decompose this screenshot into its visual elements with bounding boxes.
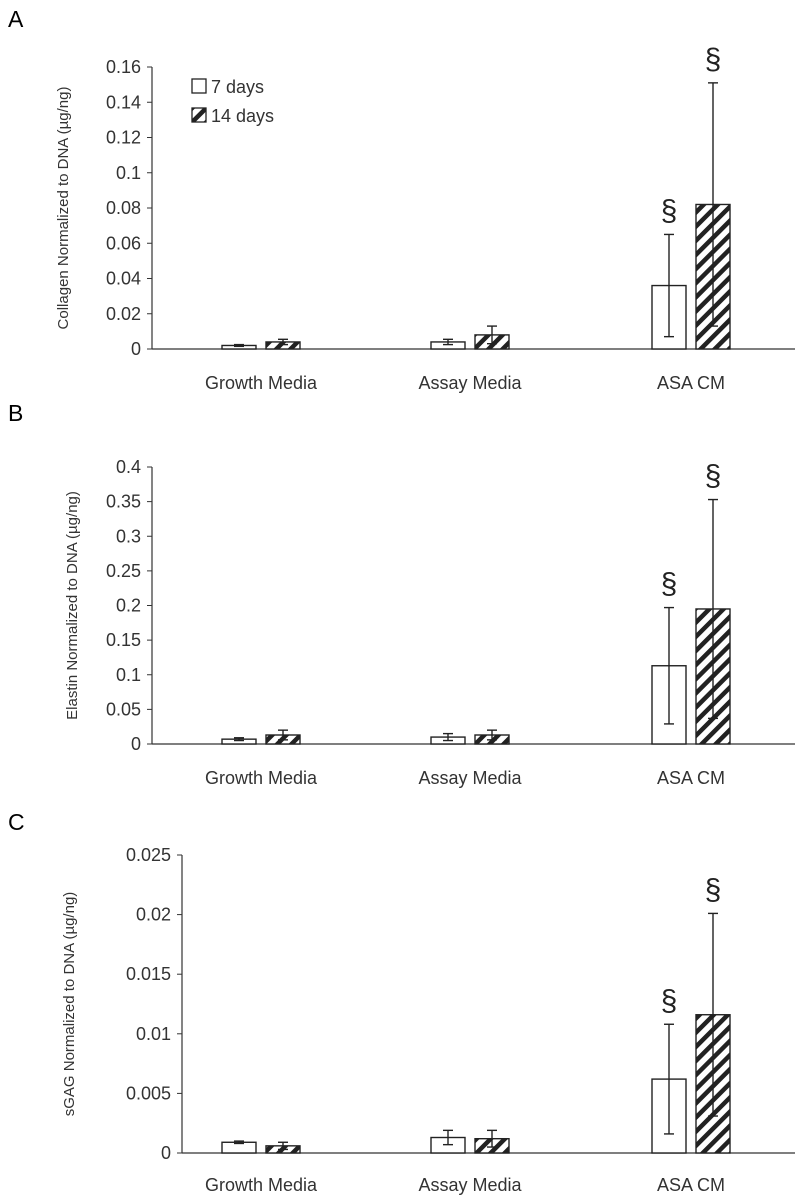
y-axis-label: Collagen Normalized to DNA (µg/ng) (55, 87, 72, 330)
significance-mark: § (705, 43, 722, 76)
significance-mark: § (705, 873, 722, 906)
y-tick-label: 0.12 (106, 128, 141, 148)
y-tick-label: 0.2 (116, 596, 141, 616)
category-label: ASA CM (657, 373, 725, 393)
y-tick-label: 0.3 (116, 526, 141, 546)
chart-panel-c: C 0 0.005 0.01 0.015 0.02 0.025 sGAG Normalized… (8, 809, 795, 1195)
legend-label: 14 days (211, 106, 274, 126)
y-tick-label: 0.4 (116, 457, 141, 477)
category-label: ASA CM (657, 1175, 725, 1195)
y-tick-label: 0.04 (106, 269, 141, 289)
category-label: Assay Media (418, 373, 522, 393)
y-tick-label: 0.01 (136, 1024, 171, 1044)
y-tick-label: 0.25 (106, 561, 141, 581)
legend-swatch-7-days (191, 78, 207, 94)
y-tick-label: 0.005 (126, 1083, 171, 1103)
significance-mark: § (661, 568, 678, 601)
y-tick-label: 0.14 (106, 92, 141, 112)
y-tick-label: 0.02 (136, 905, 171, 925)
category-label: Assay Media (418, 1175, 522, 1195)
y-tick-label: 0.1 (116, 665, 141, 685)
panels: A 0 0.02 0.04 0.06 0.08 0.1 0.12 0.14 0.16 Collage… (8, 6, 795, 1195)
panel-letter: B (8, 400, 23, 426)
y-tick-label: 0 (131, 734, 141, 754)
y-tick-label: 0.015 (126, 964, 171, 984)
y-tick-label: 0 (131, 339, 141, 359)
category-label: Growth Media (205, 1175, 318, 1195)
category-label: ASA CM (657, 768, 725, 788)
panel-letter: C (8, 809, 25, 835)
y-tick-label: 0.05 (106, 699, 141, 719)
y-tick-label: 0.06 (106, 233, 141, 253)
significance-mark: § (661, 194, 678, 227)
y-axis-label: Elastin Normalized to DNA (µg/ng) (64, 491, 81, 720)
y-axis-label: sGAG Normalized to DNA (µg/ng) (61, 892, 78, 1117)
category-label: Growth Media (205, 373, 318, 393)
y-tick-label: 0.15 (106, 630, 141, 650)
y-tick-label: 0.35 (106, 492, 141, 512)
significance-mark: § (661, 984, 678, 1017)
y-tick-label: 0.02 (106, 304, 141, 324)
chart-panel-a: A 0 0.02 0.04 0.06 0.08 0.1 0.12 0.14 0.16 Collage… (8, 6, 795, 393)
y-tick-label: 0 (161, 1143, 171, 1163)
category-label: Growth Media (205, 768, 318, 788)
panel-letter: A (8, 6, 24, 32)
y-tick-label: 0.08 (106, 198, 141, 218)
category-label: Assay Media (418, 768, 522, 788)
y-tick-label: 0.025 (126, 845, 171, 865)
legend-swatch-14-days (191, 107, 207, 123)
significance-mark: § (705, 460, 722, 493)
legend-label: 7 days (211, 77, 264, 97)
y-tick-label: 0.16 (106, 57, 141, 77)
chart-panel-b: B 0 0.05 0.1 0.15 0.2 0.25 0.3 0.35 0.4 Elastin No… (8, 400, 795, 788)
y-tick-label: 0.1 (116, 163, 141, 183)
